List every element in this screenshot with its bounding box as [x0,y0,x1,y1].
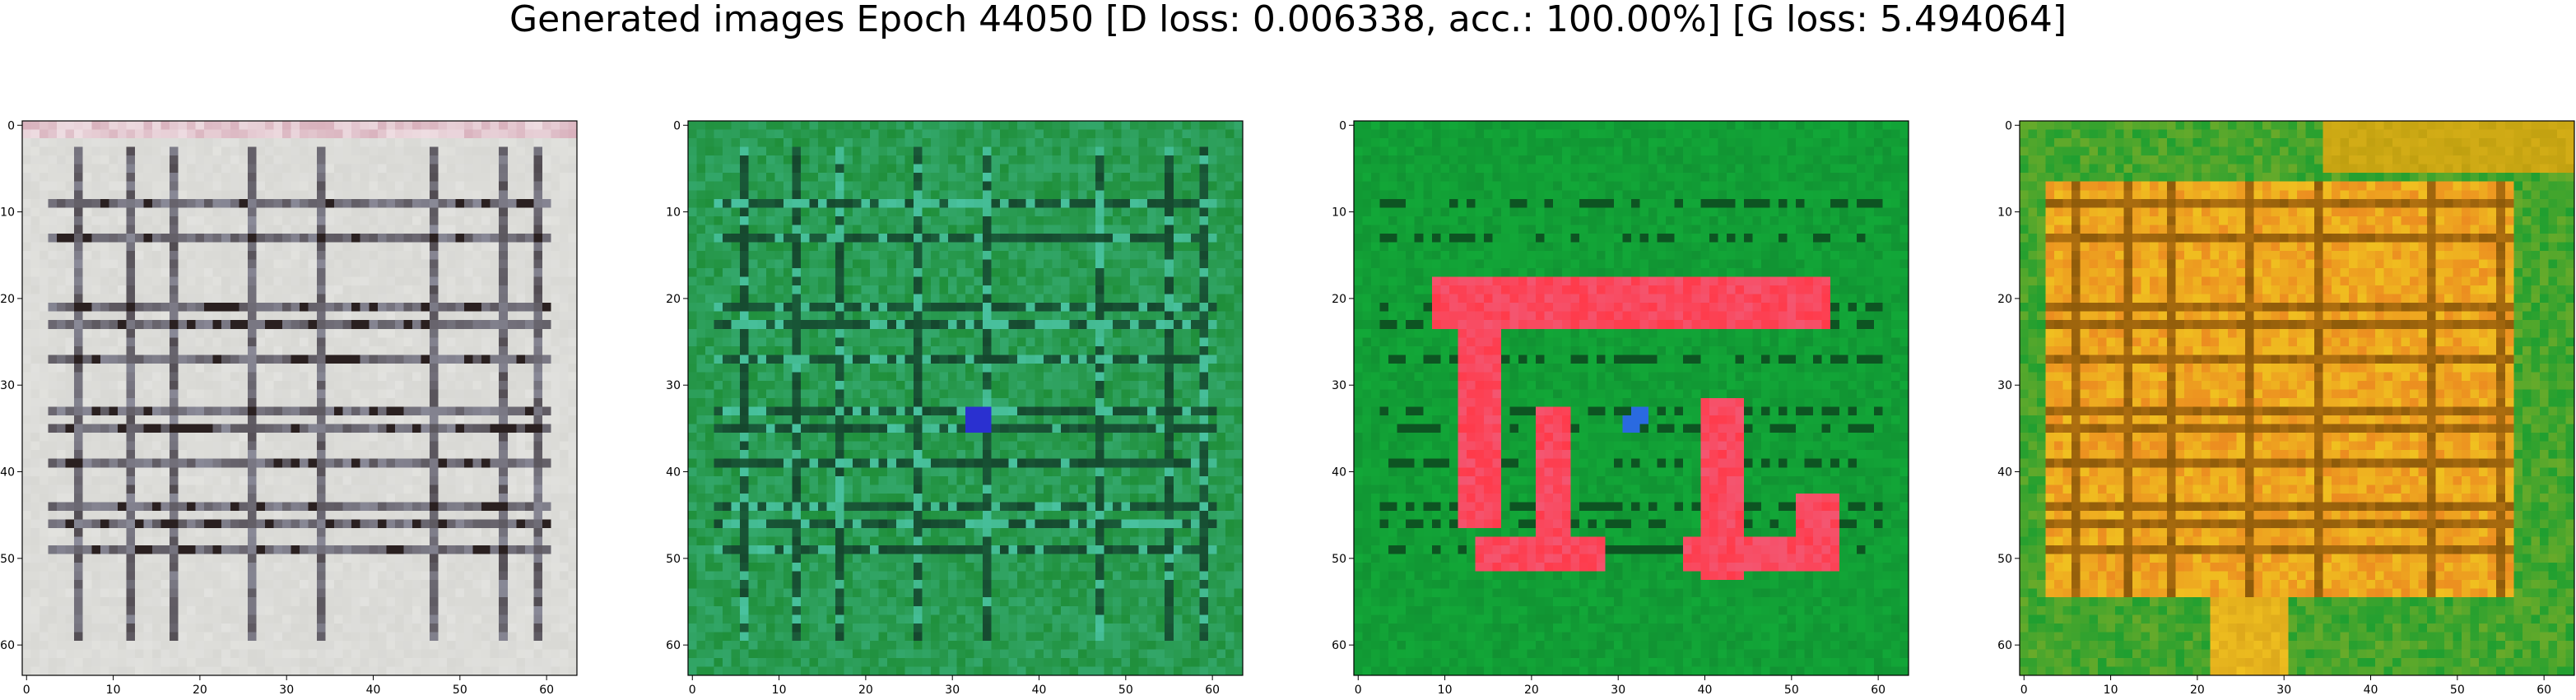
y-tick-label: 10 [0,206,15,220]
y-tick-label: 40 [1332,466,1346,480]
y-tick-label: 40 [0,466,15,480]
y-tick-label: 30 [666,379,681,392]
y-tick-label: 40 [1997,466,2012,480]
image-panel-1: 0 10 20 30 40 50 60 0 10 20 30 40 50 60 [0,114,580,700]
heatmap-image [688,121,1243,675]
y-tick-label: 50 [1997,553,2012,566]
y-tick-label: 50 [0,553,15,566]
y-tick-label: 40 [666,466,681,480]
y-tick-label: 0 [673,119,681,132]
y-tick-label: 50 [666,553,681,566]
y-tick-label: 30 [1997,379,2012,392]
y-tick-label: 0 [1339,119,1346,132]
y-tick-label: 50 [1332,553,1346,566]
image-panel-4: 0 10 20 30 40 50 60 0 10 20 30 40 50 60 [1995,114,2576,700]
heatmap-image [2020,121,2574,675]
y-tick-label: 0 [2005,119,2012,132]
y-tick-label: 0 [7,119,15,132]
heatmap-image [22,121,577,675]
image-panel-2: 0 10 20 30 40 50 60 0 10 20 30 40 50 60 [663,114,1246,700]
y-tick-label: 20 [0,293,15,306]
y-tick-label: 10 [1332,206,1346,220]
heatmap-image [1354,121,1909,675]
y-tick-label: 30 [0,379,15,392]
image-panel-3: 0 10 20 30 40 50 60 0 10 20 30 40 50 60 [1329,114,1912,700]
y-tick-label: 60 [666,639,681,652]
y-tick-label: 20 [1332,293,1346,306]
y-tick-label: 20 [1997,293,2012,306]
y-tick-label: 10 [666,206,681,220]
y-tick-label: 60 [1332,639,1346,652]
y-tick-label: 30 [1332,379,1346,392]
y-tick-label: 60 [0,639,15,652]
y-tick-label: 60 [1997,639,2012,652]
y-tick-label: 10 [1997,206,2012,220]
figure-title: Generated images Epoch 44050 [D loss: 0.… [0,0,2576,39]
y-tick-label: 20 [666,293,681,306]
